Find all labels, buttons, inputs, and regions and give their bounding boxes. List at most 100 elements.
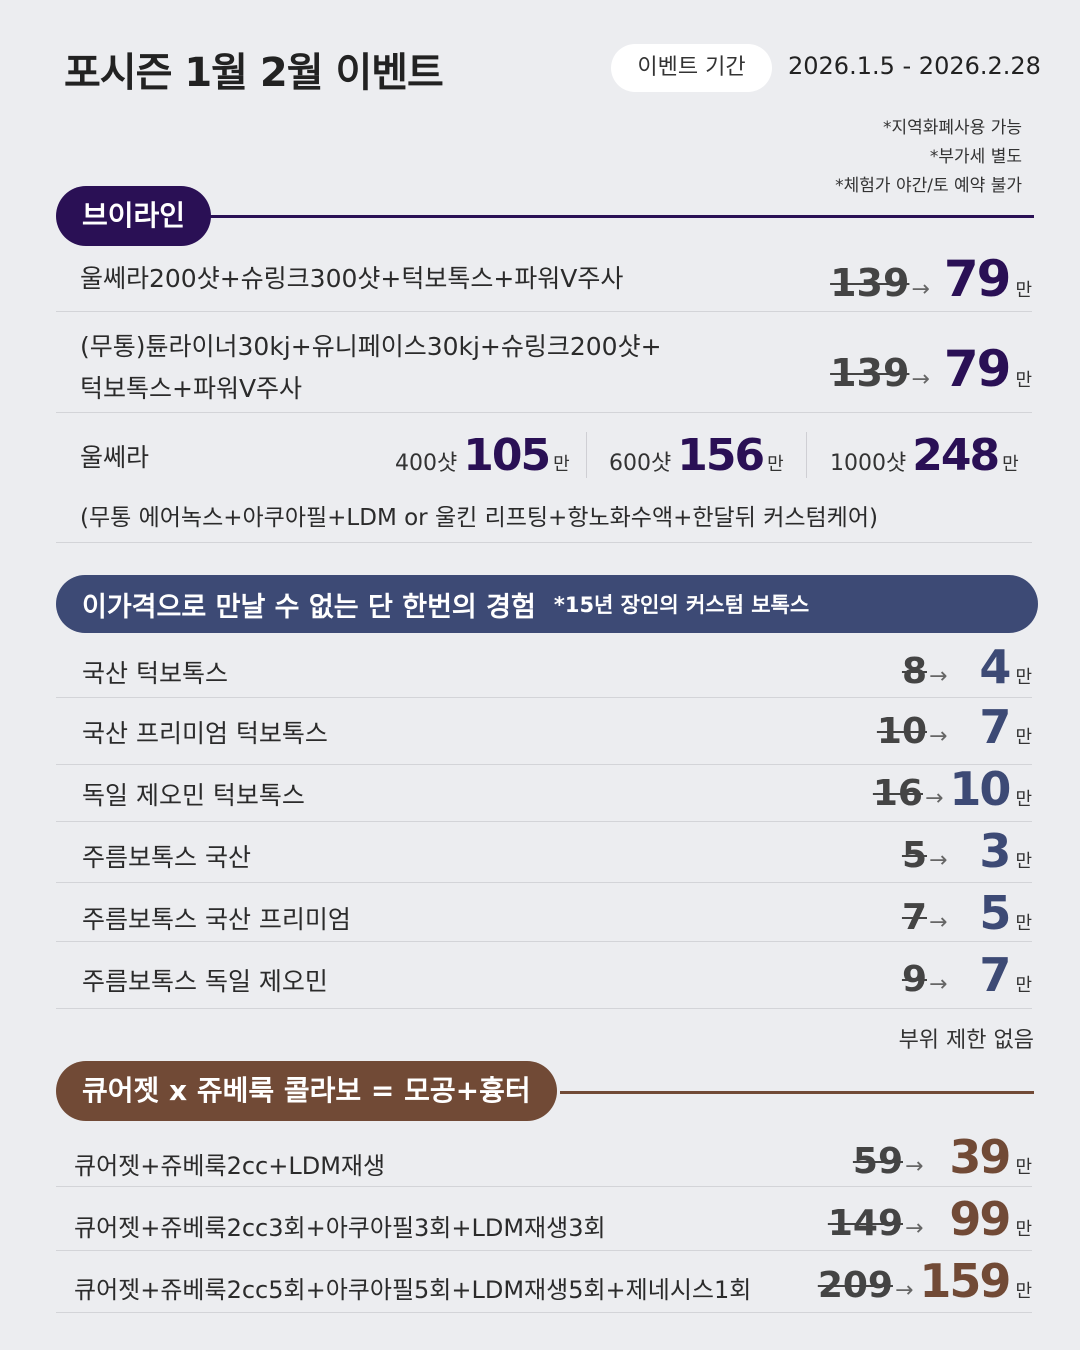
arrow-right-icon: →: [911, 367, 930, 392]
price-unit: 만: [1002, 454, 1019, 475]
arrow-right-icon: →: [894, 1278, 914, 1303]
botox-title: 이가격으로 만날 수 없는 단 한번의 경험: [82, 591, 536, 623]
divider: [56, 412, 1032, 413]
list-item-price: 7 → 5 만: [902, 886, 1032, 940]
ulthera-label: 울쎄라: [80, 443, 150, 472]
botox-subtitle: *15년 장인의 커스텀 보톡스: [553, 593, 810, 617]
botox-footnote: 부위 제한 없음: [898, 1028, 1034, 1053]
price-unit: 만: [1015, 370, 1032, 391]
arrow-right-icon: →: [929, 972, 948, 997]
divider: [56, 1008, 1032, 1009]
vline-item-2-line1: (무통)튠라이너30kj+유니페이스30kj+슈링크200샷+: [80, 332, 662, 361]
sale-price: 79: [943, 250, 1012, 308]
list-item-label: 국산 턱보톡스: [82, 659, 228, 688]
list-item-label: 큐어젯+쥬베룩2cc5회+아쿠아필5회+LDM재생5회+제네시스1회: [74, 1276, 752, 1304]
price-unit: 만: [1015, 975, 1032, 996]
original-price: 139: [830, 351, 910, 395]
arrow-right-icon: →: [905, 1216, 924, 1241]
tier-shots: 1000샷: [830, 451, 907, 476]
arrow-right-icon: →: [929, 724, 948, 749]
price-unit: 만: [1015, 1281, 1032, 1302]
sale-price: 7: [979, 948, 1011, 1002]
divider: [56, 697, 1032, 698]
vline-item-1: 울쎄라200샷+슈링크300샷+턱보톡스+파워V주사: [80, 264, 624, 293]
list-item-label: 주름보톡스 국산 프리미엄: [82, 905, 351, 934]
sale-price: 3: [979, 824, 1011, 878]
tier-price: 156: [677, 430, 765, 481]
tier-divider: [586, 432, 587, 478]
price-unit: 만: [1015, 727, 1032, 748]
ulthera-note: (무통 에어녹스+아쿠아필+LDM or 울킨 리프팅+항노화수액+한달뒤 커스…: [80, 505, 878, 531]
ulthera-tier-600: 600샷 156 만: [609, 430, 784, 481]
list-item-price: 10 → 7 만: [877, 700, 1032, 754]
arrow-right-icon: →: [905, 1154, 924, 1179]
collab-section-title: 큐어젯 x 쥬베룩 콜라보 = 모공+흉터: [56, 1061, 557, 1121]
list-item-label: 주름보톡스 독일 제오민: [82, 967, 328, 996]
price-unit: 만: [1015, 789, 1032, 810]
vline-section-line: [200, 215, 1034, 218]
original-price: 10: [876, 711, 927, 752]
divider: [56, 882, 1032, 883]
sale-price: 39: [949, 1130, 1011, 1184]
ulthera-tier-400: 400샷 105 만: [395, 430, 570, 481]
botox-section-title: 이가격으로 만날 수 없는 단 한번의 경험 *15년 장인의 커스텀 보톡스: [56, 575, 1038, 633]
price-unit: 만: [1015, 851, 1032, 872]
list-item-price: 59 → 39 만: [853, 1130, 1032, 1184]
sale-price: 159: [919, 1254, 1011, 1308]
vline-item-2-price: 139 → 79 만: [830, 340, 1032, 398]
list-item-label: 큐어젯+쥬베룩2cc3회+아쿠아필3회+LDM재생3회: [74, 1214, 606, 1242]
tier-shots: 600샷: [609, 451, 672, 476]
arrow-right-icon: →: [911, 277, 930, 302]
list-item-label: 독일 제오민 턱보톡스: [82, 781, 305, 810]
divider: [56, 1186, 1032, 1187]
vline-section-title: 브이라인: [56, 186, 212, 246]
tier-price: 105: [463, 430, 551, 481]
note-local-currency: *지역화폐사용 가능: [882, 118, 1022, 138]
original-price: 209: [817, 1265, 893, 1306]
divider: [56, 821, 1032, 822]
ulthera-tier-1000: 1000샷 248 만: [830, 430, 1019, 481]
original-price: 139: [830, 261, 910, 305]
list-item-price: 209 → 159 만: [818, 1254, 1032, 1308]
list-item-label: 주름보톡스 국산: [82, 843, 251, 872]
tier-price: 248: [912, 430, 1000, 481]
arrow-right-icon: →: [929, 664, 948, 689]
list-item-price: 5 → 3 만: [902, 824, 1032, 878]
event-period-badge: 이벤트 기간: [611, 44, 772, 92]
collab-section-line: [560, 1091, 1034, 1094]
event-period-dates: 2026.1.5 - 2026.2.28: [788, 52, 1041, 80]
price-unit: 만: [1015, 667, 1032, 688]
sale-price: 4: [979, 640, 1011, 694]
divider: [56, 311, 1032, 312]
original-price: 7: [901, 897, 927, 938]
vline-item-1-price: 139 → 79 만: [830, 250, 1032, 308]
sale-price: 10: [949, 762, 1011, 816]
tier-divider: [806, 432, 807, 478]
note-reservation: *체험가 야간/토 예약 불가: [835, 176, 1022, 196]
arrow-right-icon: →: [929, 910, 948, 935]
price-unit: 만: [1015, 1219, 1032, 1240]
divider: [56, 542, 1032, 543]
list-item-price: 8 → 4 만: [902, 640, 1032, 694]
list-item-price: 9 → 7 만: [902, 948, 1032, 1002]
original-price: 9: [901, 959, 927, 1000]
vline-item-2-line2: 턱보톡스+파워V주사: [80, 374, 303, 403]
notes: *지역화폐사용 가능 *부가세 별도 *체험가 야간/토 예약 불가: [835, 114, 1022, 201]
list-item-price: 149 → 99 만: [828, 1192, 1032, 1246]
tier-shots: 400샷: [395, 451, 458, 476]
sale-price: 79: [943, 340, 1012, 398]
page-title: 포시즌 1월 2월 이벤트: [64, 50, 444, 96]
arrow-right-icon: →: [924, 786, 944, 811]
note-vat: *부가세 별도: [929, 147, 1022, 167]
divider: [56, 941, 1032, 942]
sale-price: 5: [979, 886, 1011, 940]
price-unit: 만: [1015, 1157, 1032, 1178]
original-price: 8: [901, 651, 927, 692]
price-unit: 만: [767, 454, 784, 475]
arrow-right-icon: →: [929, 848, 948, 873]
price-unit: 만: [1015, 913, 1032, 934]
original-price: 16: [872, 773, 923, 814]
divider: [56, 1312, 1032, 1313]
original-price: 149: [827, 1203, 903, 1244]
list-item-label: 국산 프리미엄 턱보톡스: [82, 719, 328, 748]
